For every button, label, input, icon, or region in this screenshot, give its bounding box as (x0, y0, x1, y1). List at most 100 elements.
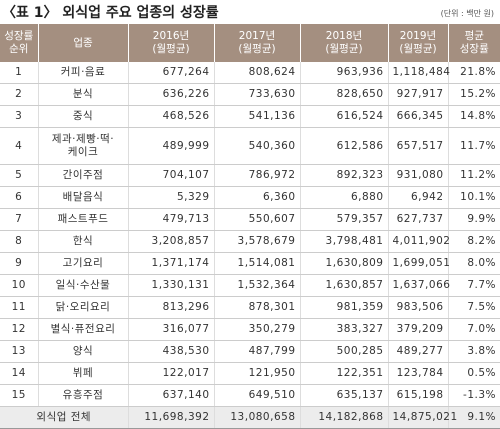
table-body: 1 커피·음료 677,264 808,624 963,936 1,118,484 21.8… (0, 62, 500, 429)
table-cell: 11.2% (447, 164, 500, 187)
table-cell: 383,327 (299, 318, 388, 341)
table-cell: 6,942 (387, 186, 448, 209)
table-cell: 615,198 (387, 384, 448, 407)
table-cell: 1,532,364 (213, 274, 300, 297)
table-cell: 제과·제빵·떡· 케이크 (37, 127, 128, 165)
title: 〈표 1〉 외식업 주요 업종의 성장률 (2, 5, 219, 21)
table-cell: 고기요리 (37, 252, 128, 275)
table-cell: 1,330,131 (127, 274, 214, 297)
table-cell: 878,301 (213, 296, 300, 319)
table-cell: 3 (0, 105, 38, 128)
table-cell: 808,624 (213, 62, 300, 84)
table-cell: 892,323 (299, 164, 388, 187)
table-cell: 일식·수산물 (37, 274, 128, 297)
total-cell: 11,698,392 (127, 406, 214, 429)
table-cell: 828,650 (299, 83, 388, 106)
table-cell: 121,950 (213, 362, 300, 385)
table-cell: 5,329 (127, 186, 214, 209)
table-cell: 666,345 (387, 105, 448, 128)
table-cell: 10 (0, 274, 38, 297)
table-cell: -1.3% (447, 384, 500, 407)
table-cell: 14.8% (447, 105, 500, 128)
table-cell: 9.9% (447, 208, 500, 231)
table-cell: 677,264 (127, 62, 214, 84)
table-cell: 704,107 (127, 164, 214, 187)
table-cell: 813,296 (127, 296, 214, 319)
total-cell: 13,080,658 (213, 406, 300, 429)
table-row: 2 분식 636,226 733,630 828,650 927,917 15.2% (0, 83, 500, 106)
table-cell: 8.0% (447, 252, 500, 275)
column-header: 2016년 (월평균) (127, 24, 214, 62)
table-cell: 커피·음료 (37, 62, 128, 84)
column-header: 2017년 (월평균) (213, 24, 300, 62)
table-cell: 635,137 (299, 384, 388, 407)
table-cell: 14 (0, 362, 38, 385)
table-cell: 12 (0, 318, 38, 341)
table-cell: 479,713 (127, 208, 214, 231)
table-cell: 927,917 (387, 83, 448, 106)
table-cell: 배달음식 (37, 186, 128, 209)
table-cell: 627,737 (387, 208, 448, 231)
table-cell: 1,699,051 (387, 252, 450, 275)
table-cell: 13 (0, 340, 38, 363)
table-row: 4 제과·제빵·떡· 케이크 489,999 540,360 612,586 657,51… (0, 127, 500, 165)
table-cell: 649,510 (213, 384, 300, 407)
table-cell: 21.8% (447, 62, 500, 84)
table-cell: 468,526 (127, 105, 214, 128)
table-cell: 1,514,081 (213, 252, 300, 275)
table-row: 1 커피·음료 677,264 808,624 963,936 1,118,484 21.8… (0, 62, 500, 84)
column-header: 2019년 (월평균) (387, 24, 448, 62)
table-cell: 간이주점 (37, 164, 128, 187)
table-cell: 579,357 (299, 208, 388, 231)
table-cell: 10.1% (447, 186, 500, 209)
table-cell: 6 (0, 186, 38, 209)
table-cell: 3,578,679 (213, 230, 300, 253)
table-cell: 3.8% (447, 340, 500, 363)
table-cell: 981,359 (299, 296, 388, 319)
table-cell: 15.2% (447, 83, 500, 106)
table-cell: 별식·퓨전요리 (37, 318, 128, 341)
table-cell: 4 (0, 127, 38, 165)
table-cell: 양식 (37, 340, 128, 363)
table-cell: 분식 (37, 83, 128, 106)
table-cell: 패스트푸드 (37, 208, 128, 231)
table-cell: 6,360 (213, 186, 300, 209)
table-cell: 11 (0, 296, 38, 319)
table-cell: 786,972 (213, 164, 300, 187)
table-row: 14 뷔페 122,017 121,950 122,351 123,784 0.5% (0, 362, 500, 385)
table-cell: 5 (0, 164, 38, 187)
table-row: 11 닭·오리요리 813,296 878,301 981,359 983,506 7.5% (0, 296, 500, 319)
table-cell: 한식 (37, 230, 128, 253)
total-cell: 14,182,868 (299, 406, 388, 429)
table-cell: 489,999 (127, 127, 214, 165)
table-cell: 3,208,857 (127, 230, 214, 253)
table-cell: 963,936 (299, 62, 388, 84)
table-cell: 438,530 (127, 340, 214, 363)
table-cell: 7.7% (447, 274, 500, 297)
total-cell: 14,875,021 (387, 406, 457, 429)
table-cell: 7 (0, 208, 38, 231)
table-cell: 2 (0, 83, 38, 106)
table-cell: 1,637,066 (387, 274, 450, 297)
table-cell: 3,798,481 (299, 230, 388, 253)
table-cell: 500,285 (299, 340, 388, 363)
table-row: 6 배달음식 5,329 6,360 6,880 6,942 10.1% (0, 186, 500, 209)
table-row: 3 중식 468,526 541,136 616,524 666,345 14.8% (0, 105, 500, 128)
column-header: 2018년 (월평균) (299, 24, 388, 62)
table-cell: 733,630 (213, 83, 300, 106)
table-row: 15 유흥주점 637,140 649,510 635,137 615,198 -1.3% (0, 384, 500, 407)
table-cell: 983,506 (387, 296, 448, 319)
table-cell: 550,607 (213, 208, 300, 231)
table-row: 8 한식 3,208,857 3,578,679 3,798,481 4,011,902 8… (0, 230, 500, 253)
table-cell: 489,277 (387, 340, 448, 363)
table-cell: 541,136 (213, 105, 300, 128)
total-row: 외식업 전체 11,698,392 13,080,658 14,182,868 14,8… (0, 406, 500, 429)
table-cell: 닭·오리요리 (37, 296, 128, 319)
table-cell: 7.0% (447, 318, 500, 341)
table-cell: 487,799 (213, 340, 300, 363)
table-row: 10 일식·수산물 1,330,131 1,532,364 1,630,857 1,637… (0, 274, 500, 297)
table-cell: 11.7% (447, 127, 500, 165)
table-row: 5 간이주점 704,107 786,972 892,323 931,080 11.2% (0, 164, 500, 187)
table-cell: 1 (0, 62, 38, 84)
unit-note: (단위 : 백만 원) (440, 9, 494, 18)
